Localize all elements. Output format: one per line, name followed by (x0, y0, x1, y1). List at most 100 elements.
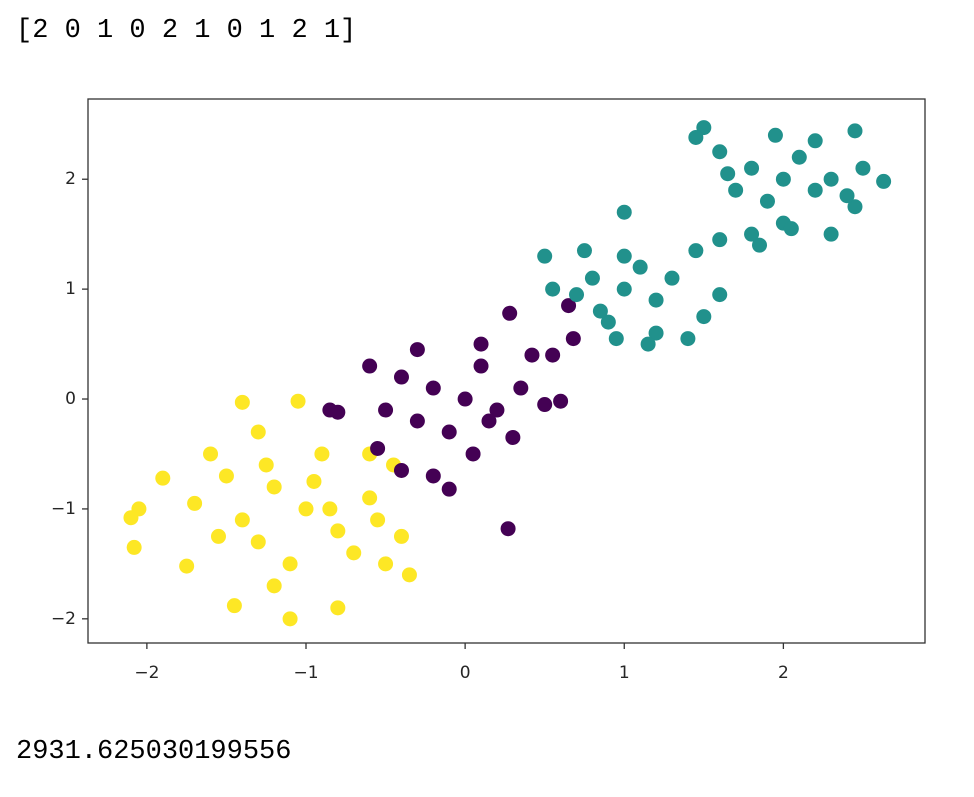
scatter-point (378, 556, 394, 572)
scatter-point (648, 325, 664, 341)
scatter-point (123, 510, 139, 526)
scatter-point (322, 402, 338, 418)
scatter-point (720, 166, 736, 182)
scatter-point (688, 243, 704, 259)
scatter-point (378, 402, 394, 418)
scatter-point (680, 331, 696, 347)
scatter-point (561, 298, 577, 314)
scatter-point (600, 314, 616, 330)
scatter-point (569, 287, 585, 303)
scatter-point (441, 424, 457, 440)
scatter-point (696, 309, 712, 325)
scatter-point (441, 481, 457, 497)
scatter-point (505, 429, 521, 445)
scatter-point (592, 303, 608, 319)
scatter-point (839, 188, 855, 204)
scatter-point (584, 270, 600, 286)
scatter-point (807, 182, 823, 198)
scatter-point (616, 248, 632, 264)
scatter-point (545, 281, 561, 297)
scatter-point (728, 182, 744, 198)
scatter-point (370, 512, 386, 528)
scatter-point (393, 462, 409, 478)
scatter-point (250, 424, 266, 440)
chart: −2 −1 0 1 2 −2 −1 0 1 2 (51, 98, 926, 683)
scatter-point (783, 221, 799, 237)
y-tick-label: 1 (65, 279, 76, 299)
scatter-point (855, 160, 871, 176)
scatter-point (876, 173, 892, 189)
scatter-point (616, 204, 632, 220)
scatter-point (759, 193, 775, 209)
scatter-point (218, 468, 234, 484)
scatter-point (807, 133, 823, 149)
scatter-point (409, 413, 425, 429)
scatter-point (576, 243, 592, 259)
scatter-point (744, 160, 760, 176)
scatter-point (425, 468, 441, 484)
scatter-point (282, 556, 298, 572)
scatter-point (234, 512, 250, 528)
printed-output: [2 0 1 0 2 1 0 1 2 1] (16, 16, 357, 46)
scatter-point (537, 248, 553, 264)
scatter-point (664, 270, 680, 286)
scatter-point (537, 397, 553, 413)
scatter-point (712, 287, 728, 303)
y-tick-label: −1 (51, 499, 76, 519)
y-tick-label: 2 (65, 169, 76, 189)
scatter-point (744, 226, 760, 242)
scatter-point (298, 501, 314, 517)
scatter-point (712, 144, 728, 160)
x-tick-label: −2 (134, 663, 159, 683)
scatter-point (155, 470, 171, 486)
scatter-point (266, 578, 282, 594)
scatter-point (632, 259, 648, 275)
scatter-point (179, 558, 195, 574)
scatter-point (616, 281, 632, 297)
scatter-point (465, 446, 481, 462)
scatter-point (608, 331, 624, 347)
scatter-point (346, 545, 362, 561)
scatter-point (226, 598, 242, 614)
scatter-point (823, 226, 839, 242)
scatter-point (524, 347, 540, 363)
y-tick-label: 0 (65, 389, 76, 409)
scatter-point (266, 479, 282, 495)
x-tick-label: 1 (619, 663, 630, 683)
scatter-point (481, 413, 497, 429)
printed-output: 2931.625030199556 (16, 737, 292, 767)
scatter-point (250, 534, 266, 550)
scatter-point (409, 342, 425, 358)
scatter-point (393, 528, 409, 544)
scatter-point (126, 539, 142, 555)
scatter-point (401, 567, 417, 583)
scatter-point (489, 402, 505, 418)
scatter-point (648, 292, 664, 308)
scatter-point (688, 129, 704, 145)
scatter-point (513, 380, 529, 396)
scatter-point (847, 123, 863, 139)
scatter-point (282, 611, 298, 627)
scatter-point (767, 127, 783, 143)
scatter-point (640, 336, 656, 352)
scatter-point (553, 393, 569, 409)
scatter-point (752, 237, 768, 253)
scatter-point (473, 358, 489, 374)
scatter-point (306, 473, 322, 489)
scatter-point (775, 171, 791, 187)
x-tick-label: 0 (460, 663, 471, 683)
scatter-point (457, 391, 473, 407)
scatter-point (187, 495, 203, 511)
scatter-point (473, 336, 489, 352)
scatter-point (565, 331, 581, 347)
scatter-point (290, 393, 306, 409)
scatter-point (203, 446, 219, 462)
scatter-point (847, 199, 863, 215)
x-tick-label: −1 (293, 663, 318, 683)
axes-frame (87, 98, 926, 644)
scatter-point (712, 232, 728, 248)
scatter-point (545, 347, 561, 363)
scatter-point (362, 490, 378, 506)
scatter-point (425, 380, 441, 396)
